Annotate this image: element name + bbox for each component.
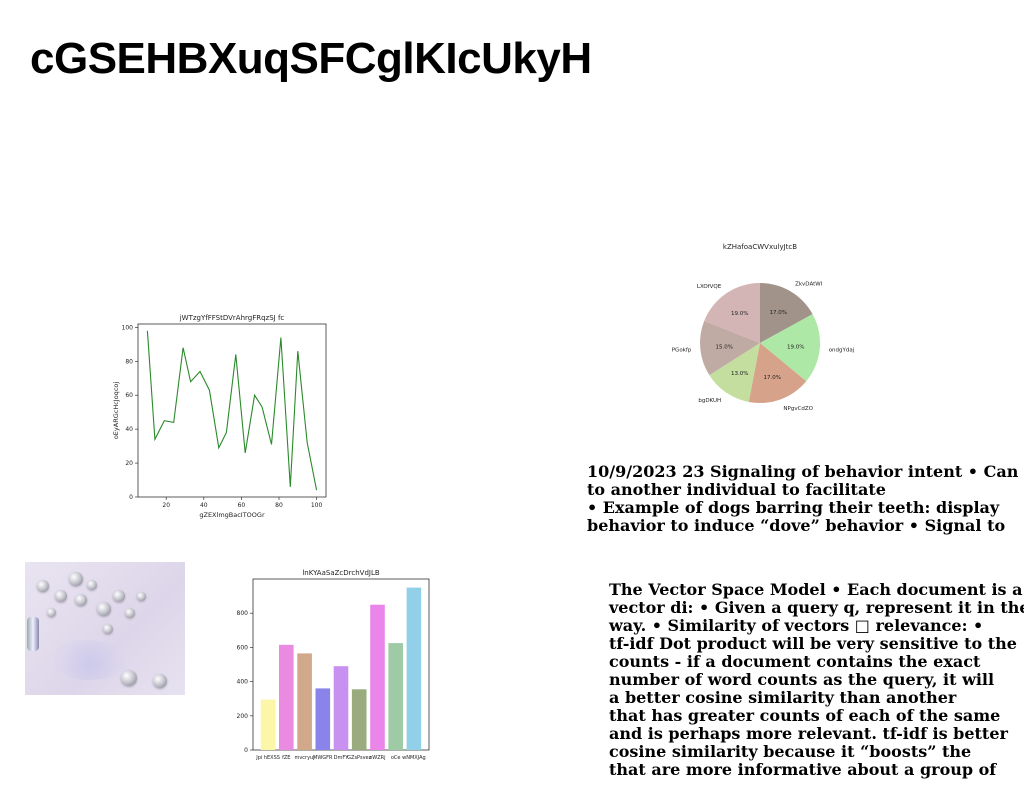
disco-balls-photo (25, 562, 185, 695)
slice-percent: 19.0% (731, 311, 748, 317)
chart-title: kZHafoaCWVxulyJtcB (723, 243, 797, 251)
slice-percent: 15.0% (715, 344, 732, 350)
x-tick-label: GZsPsvez (347, 755, 371, 761)
slice-label: ondgYdaj (829, 348, 855, 354)
x-tick-label: 20 (162, 502, 170, 509)
bar (370, 604, 385, 750)
slice-percent: 13.0% (731, 371, 748, 377)
pie-chart: kZHafoaCWVxulyJtcB 17.0% ZkvDAtWI 19.0% ondg… (670, 240, 870, 435)
text-line: that has greater counts of each of the s… (609, 706, 1001, 725)
disco-ball (47, 608, 56, 617)
y-tick-label: 600 (237, 644, 249, 651)
disco-ball (125, 608, 135, 618)
pie-slice (748, 343, 807, 404)
x-tick-label: mvcryuJ (294, 755, 314, 761)
slice-percent: 17.0% (763, 375, 780, 381)
text-line: way. • Similarity of vectors □ relevance… (609, 616, 984, 635)
y-tick-label: 100 (122, 324, 134, 331)
x-tick-label: 40 (200, 502, 208, 509)
disco-ball (121, 670, 137, 686)
x-tick-label: oCe (391, 755, 401, 761)
bar (388, 643, 403, 750)
x-tick-label: MWGFR (313, 755, 333, 761)
text-line: The Vector Space Model • Each document i… (609, 580, 1023, 599)
y-tick-label: 800 (237, 610, 249, 617)
slice-percent: 17.0% (770, 310, 787, 316)
slice-label: PGokfp (672, 348, 692, 354)
y-tick-label: 40 (125, 426, 133, 433)
disco-ball (69, 572, 83, 586)
text-block-vector-space: The Vector Space Model • Each document i… (609, 581, 1024, 779)
plot-frame (137, 323, 327, 498)
page-title: cGSEHBXuqSFCglKIcUkyH (30, 34, 592, 83)
slice-percent: 19.0% (787, 344, 804, 350)
text-line: that are more informative about a group … (609, 760, 997, 779)
x-tick-label: wNMXJAg (402, 755, 426, 761)
bar-chart: lnKYAaSaZcDrchVdJLB 0 200 400 600 800 Jpi hEXS… (225, 565, 440, 770)
slice-label: LXOfVQE (697, 284, 722, 290)
disco-ball (55, 590, 67, 602)
bar (315, 688, 331, 750)
text-line: behavior to induce “dove” behavior • Sig… (587, 516, 1006, 535)
disco-ball (153, 674, 167, 688)
text-line: to another individual to facilitate (587, 480, 886, 499)
bar (297, 653, 312, 750)
disco-ball (113, 590, 125, 602)
line-chart: jWTzgYfFFStDVrAhrgFRqzSJ fc 20 40 60 80 100 0 2… (110, 310, 350, 525)
chart-title: jWTzgYfFFStDVrAhrgFRqzSJ fc (179, 314, 285, 322)
slice-label: ZkvDAtWI (795, 282, 823, 288)
text-line: a better cosine similarity than another (609, 688, 957, 707)
ribbon-shape (55, 640, 125, 680)
text-block-signaling: 10/9/2023 23 Signaling of behavior inten… (587, 463, 1018, 535)
y-tick-label: 0 (244, 747, 248, 754)
pie-slice (704, 283, 760, 343)
slice-label: NPgvCdZO (783, 406, 813, 412)
y-tick-label: 80 (125, 358, 133, 365)
disco-ball (137, 592, 146, 601)
slice-label: bgDKUH (698, 398, 721, 404)
pie-slice (760, 314, 821, 382)
x-tick-label: fZE (282, 755, 290, 761)
pie-slice (699, 320, 760, 376)
y-tick-label: 0 (129, 494, 133, 501)
text-line: cosine similarity because it “boosts” th… (609, 742, 972, 761)
x-axis-label: gZEXlmgBacITOOGr (199, 511, 265, 519)
disco-ball (37, 580, 49, 592)
bar (279, 644, 294, 750)
disco-ball (97, 602, 111, 616)
bar (333, 666, 349, 750)
disco-ball (87, 580, 97, 590)
text-line: tf-idf Dot product will be very sensitiv… (609, 634, 1017, 653)
candle-holder-shape (27, 617, 39, 651)
text-line: vector di: • Given a query q, represent … (609, 598, 1024, 617)
bar (406, 587, 422, 750)
y-tick-label: 20 (125, 460, 133, 467)
x-tick-label: DmFY (334, 755, 350, 761)
text-line: • Example of dogs barring their teeth: d… (587, 498, 1000, 517)
y-tick-label: 200 (237, 713, 249, 720)
text-line: and is perhaps more relevant. tf-idf is … (609, 724, 1008, 743)
x-tick-label: 80 (275, 502, 283, 509)
text-line: 10/9/2023 23 Signaling of behavior inten… (587, 462, 1019, 481)
y-axis-label: oEyARGcHcJoqcoj (112, 382, 120, 440)
x-tick-label: 100 (311, 502, 323, 509)
disco-ball (75, 594, 87, 606)
x-tick-label: eWZRj (369, 755, 385, 761)
y-tick-label: 60 (125, 392, 133, 399)
bar (351, 689, 367, 750)
pie-slice (760, 283, 813, 343)
x-tick-label: Jpi hEXSS (255, 755, 280, 761)
disco-ball (103, 624, 113, 634)
pie-slice (709, 343, 760, 402)
y-tick-label: 400 (237, 679, 249, 686)
bar (260, 699, 276, 750)
series-line (146, 330, 318, 491)
x-tick-label: 60 (238, 502, 246, 509)
text-line: number of word counts as the query, it w… (609, 670, 995, 689)
chart-title: lnKYAaSaZcDrchVdJLB (302, 569, 380, 577)
text-line: counts - if a document contains the exac… (609, 652, 981, 671)
